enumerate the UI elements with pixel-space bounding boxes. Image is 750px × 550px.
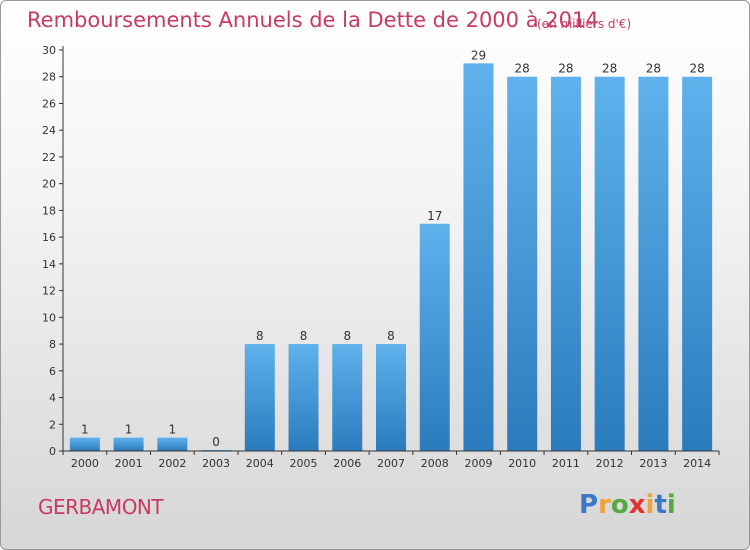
x-tick-label: 2012 bbox=[596, 457, 624, 470]
bar-2005 bbox=[288, 344, 319, 451]
logo-letter: i bbox=[666, 490, 676, 520]
bar-2014 bbox=[682, 76, 713, 451]
logo-letter: P bbox=[579, 490, 599, 520]
y-tick-label: 24 bbox=[42, 124, 56, 137]
logo-letter: r bbox=[598, 490, 611, 520]
data-label-2001: 1 bbox=[125, 423, 133, 437]
chart-subtitle: (en milliers d'€) bbox=[537, 17, 632, 31]
x-tick-label: 2011 bbox=[552, 457, 580, 470]
bar-2008 bbox=[419, 223, 450, 451]
data-label-2003: 0 bbox=[212, 435, 220, 449]
x-tick-label: 2013 bbox=[639, 457, 667, 470]
bar-2006 bbox=[332, 344, 363, 451]
data-label-2012: 28 bbox=[602, 62, 617, 76]
y-tick-label: 4 bbox=[49, 392, 56, 405]
data-label-2005: 8 bbox=[300, 329, 308, 343]
data-label-2009: 29 bbox=[471, 48, 486, 62]
bar-2000 bbox=[69, 437, 100, 451]
x-tick-label: 2008 bbox=[421, 457, 449, 470]
y-tick-label: 22 bbox=[42, 151, 56, 164]
bar-2002 bbox=[157, 437, 188, 451]
y-tick-label: 30 bbox=[42, 44, 56, 57]
x-tick-label: 2005 bbox=[290, 457, 318, 470]
data-label-2006: 8 bbox=[343, 329, 351, 343]
x-tick-label: 2002 bbox=[158, 457, 186, 470]
y-tick-label: 0 bbox=[49, 445, 56, 458]
x-axis: 2000 2001 2002 2003 2004 2005 2006 2007 2008 2009… bbox=[62, 450, 720, 470]
y-tick-label: 8 bbox=[49, 338, 56, 351]
bar-2004 bbox=[244, 344, 275, 451]
y-tick-label: 6 bbox=[49, 365, 56, 378]
data-label-2013: 28 bbox=[646, 62, 661, 76]
logo-letter: t bbox=[654, 490, 667, 520]
x-tick-label: 2000 bbox=[71, 457, 99, 470]
data-label-2011: 28 bbox=[558, 62, 573, 76]
y-tick-label: 20 bbox=[42, 178, 56, 191]
bar-2009 bbox=[463, 63, 494, 451]
bar-2013 bbox=[638, 76, 669, 451]
logo-letter: x bbox=[628, 490, 646, 520]
bar-2012 bbox=[594, 76, 625, 451]
x-tick-label: 2003 bbox=[202, 457, 230, 470]
y-tick-label: 12 bbox=[42, 285, 56, 298]
bar-2010 bbox=[507, 76, 538, 451]
data-label-2000: 1 bbox=[81, 423, 89, 437]
proxiti-logo: Proxiti bbox=[579, 490, 676, 520]
bar-2011 bbox=[550, 76, 581, 451]
x-tick-label: 2001 bbox=[115, 457, 143, 470]
x-tick-label: 2014 bbox=[683, 457, 711, 470]
logo-letter: o bbox=[610, 490, 629, 520]
data-label-2010: 28 bbox=[515, 62, 530, 76]
data-label-2007: 8 bbox=[387, 329, 395, 343]
x-tick-label: 2010 bbox=[508, 457, 536, 470]
x-tick-label: 2007 bbox=[377, 457, 405, 470]
bar-2001 bbox=[113, 437, 144, 451]
logo-letter: i bbox=[645, 490, 655, 520]
chart-title: Remboursements Annuels de la Dette de 20… bbox=[27, 8, 599, 32]
y-tick-label: 28 bbox=[42, 71, 56, 84]
x-tick-label: 2006 bbox=[333, 457, 361, 470]
data-label-2004: 8 bbox=[256, 329, 264, 343]
data-label-2014: 28 bbox=[689, 62, 704, 76]
data-label-2008: 17 bbox=[427, 209, 442, 223]
y-tick-label: 16 bbox=[42, 231, 56, 244]
x-tick-label: 2009 bbox=[464, 457, 492, 470]
y-tick-label: 26 bbox=[42, 97, 56, 110]
y-tick-label: 18 bbox=[42, 204, 56, 217]
bars: 1 1 1 0 8 8 8 8 17 29 28 28 28 28 28 bbox=[69, 48, 713, 451]
data-label-2002: 1 bbox=[169, 423, 177, 437]
x-tick-label: 2004 bbox=[246, 457, 274, 470]
bar-2007 bbox=[376, 344, 406, 451]
y-tick-label: 14 bbox=[42, 258, 56, 271]
y-tick-label: 2 bbox=[49, 418, 56, 431]
commune-name: GERBAMONT bbox=[38, 495, 164, 519]
y-tick-label: 10 bbox=[42, 311, 56, 324]
